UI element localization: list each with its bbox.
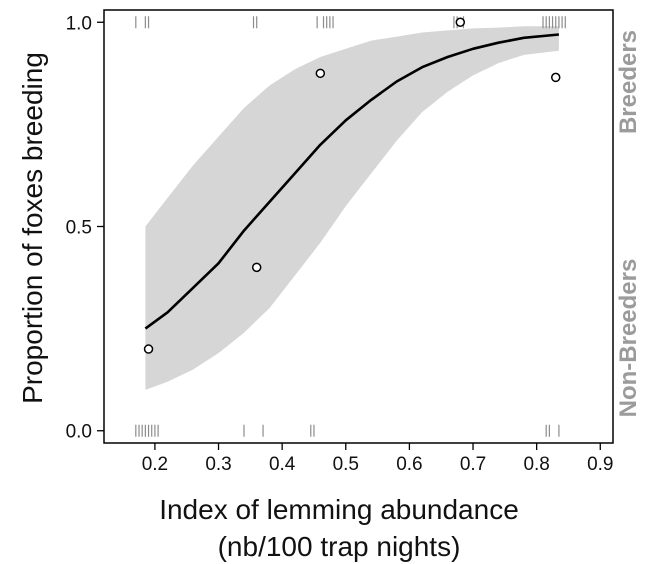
observed-point	[143, 344, 154, 354]
confidence-band-layer	[145, 26, 559, 390]
x-tick-label: 0.8	[523, 454, 549, 475]
observed-point	[455, 17, 466, 28]
y-tick-label: 1.0	[66, 13, 92, 34]
x-axis-title-line1: Index of lemming abundance	[159, 494, 519, 525]
x-tick-label: 0.7	[460, 454, 486, 475]
y-tick-label: 0.0	[66, 422, 92, 443]
breeders-label: Breeders	[615, 30, 642, 134]
observed-point	[550, 72, 561, 83]
x-tick-label: 0.5	[333, 454, 359, 475]
observed-point	[251, 262, 262, 273]
x-tick-label: 0.9	[587, 454, 613, 475]
observed-point	[315, 68, 326, 79]
fit-line	[144, 33, 560, 330]
y-axis-title: Proportion of foxes breeding	[17, 52, 48, 404]
observed-points-layer	[143, 17, 561, 354]
y-tick-label: 0.5	[66, 218, 92, 239]
x-axis-ticks: 0.2 0.3 0.4 0.5 0.6 0.7 0.8 0.9	[142, 443, 613, 475]
x-tick-label: 0.3	[205, 454, 231, 475]
x-tick-label: 0.2	[142, 454, 168, 475]
x-tick-label: 0.6	[396, 454, 422, 475]
x-axis-title-line2: (nb/100 trap nights)	[218, 531, 461, 562]
fit-line-layer	[144, 33, 560, 330]
y-axis-ticks: 0.0 0.5 1.0	[66, 13, 104, 443]
x-tick-label: 0.4	[269, 454, 296, 475]
confidence-band	[145, 26, 559, 390]
non-breeders-label: Non-Breeders	[615, 259, 642, 418]
